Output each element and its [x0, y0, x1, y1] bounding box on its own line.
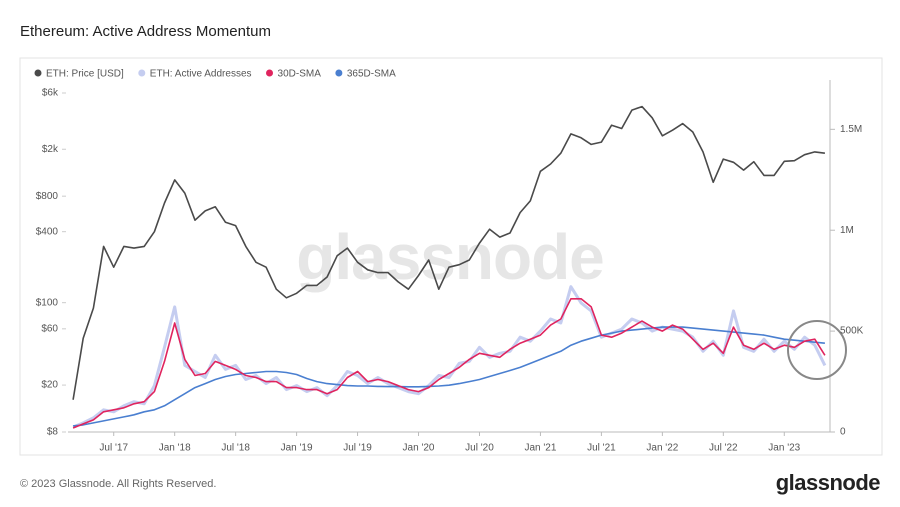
x-tick-label: Jan '19 [281, 443, 313, 454]
y2-tick-label: 1M [840, 225, 854, 236]
x-tick-label: Jan '23 [768, 443, 800, 454]
y-tick-label: $20 [41, 380, 58, 391]
plot [72, 105, 827, 429]
x-tick-label: Jul '22 [709, 443, 738, 454]
legend-label: 365D-SMA [347, 69, 396, 80]
y-tick-label: $2k [42, 144, 59, 155]
watermark: glassnode [296, 221, 604, 293]
legend-swatch [335, 69, 343, 77]
x-tick-label: Jan '21 [524, 443, 556, 454]
series-line [73, 326, 825, 427]
y-tick-label: $6k [42, 88, 59, 99]
chart-title: Ethereum: Active Address Momentum [20, 23, 271, 40]
y2-tick-label: 500K [840, 326, 864, 337]
legend-label: 30D-SMA [278, 69, 322, 80]
y-tick-label: $8 [47, 427, 59, 438]
x-tick-label: Jan '18 [159, 443, 191, 454]
x-tick-label: Jan '20 [403, 443, 435, 454]
chart-frame [19, 57, 883, 456]
y2-tick-label: 0 [840, 427, 846, 438]
x-tick-label: Jul '17 [99, 443, 128, 454]
y-tick-label: $400 [36, 226, 59, 237]
logo: glassnode [776, 470, 881, 495]
series-line [72, 298, 826, 429]
legend-label: ETH: Price [USD] [46, 69, 124, 80]
y-tick-label: $800 [36, 191, 59, 202]
y-tick-label: $100 [36, 297, 59, 308]
footer: © 2023 Glassnode. All Rights Reserved. [20, 478, 216, 490]
legend-swatch [34, 69, 42, 77]
x-tick-label: Jul '20 [465, 443, 494, 454]
legend-swatch [266, 69, 274, 77]
x-tick-label: Jul '18 [221, 443, 250, 454]
legend-label: ETH: Active Addresses [150, 69, 252, 80]
y2-tick-label: 1.5M [840, 124, 862, 135]
legend-swatch [138, 69, 146, 77]
x-tick-label: Jul '19 [343, 443, 372, 454]
highlight-circle [787, 320, 847, 380]
series-line [72, 285, 827, 429]
series-line [72, 105, 826, 400]
x-tick-label: Jan '22 [646, 443, 678, 454]
y-tick-label: $60 [41, 323, 58, 334]
x-tick-label: Jul '21 [587, 443, 616, 454]
